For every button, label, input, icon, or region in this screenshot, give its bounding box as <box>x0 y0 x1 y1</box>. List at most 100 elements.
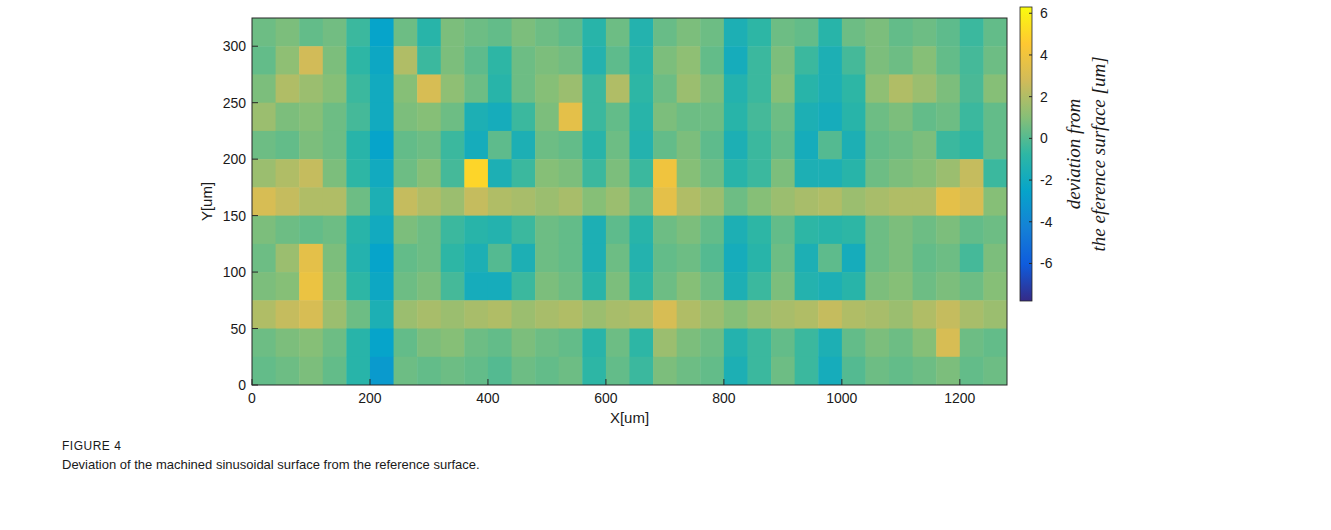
cell <box>747 18 771 47</box>
cell <box>747 74 771 103</box>
cell <box>842 131 866 160</box>
cell <box>535 131 559 160</box>
cell <box>394 357 418 385</box>
cell <box>276 272 300 301</box>
cell <box>700 131 724 160</box>
cell <box>677 103 701 132</box>
cell <box>582 18 606 47</box>
cell <box>700 300 724 329</box>
cell <box>960 329 984 358</box>
cell <box>983 159 1007 188</box>
cell <box>630 159 654 188</box>
cell <box>677 159 701 188</box>
cell <box>960 131 984 160</box>
cell <box>464 329 488 358</box>
cell <box>441 46 465 75</box>
colorbar-tick <box>1029 263 1032 264</box>
cell <box>276 300 300 329</box>
cell <box>700 18 724 47</box>
cell <box>370 18 394 47</box>
cell <box>771 187 795 216</box>
cell <box>464 187 488 216</box>
cell <box>276 216 300 245</box>
cell <box>582 46 606 75</box>
cell <box>842 74 866 103</box>
cell <box>913 74 937 103</box>
cell <box>417 46 441 75</box>
cell <box>936 272 960 301</box>
cell <box>559 159 583 188</box>
colorbar-tick-label: 4 <box>1040 47 1048 63</box>
cell <box>252 216 276 245</box>
cell <box>700 187 724 216</box>
cell <box>559 74 583 103</box>
cell <box>842 103 866 132</box>
cell <box>299 131 323 160</box>
cell <box>464 272 488 301</box>
cell <box>582 272 606 301</box>
cell <box>488 272 512 301</box>
x-tick-label: 800 <box>712 390 736 406</box>
cell <box>323 103 347 132</box>
cell <box>323 46 347 75</box>
cell <box>818 272 842 301</box>
cell <box>936 131 960 160</box>
cell <box>346 18 370 47</box>
cell <box>464 357 488 385</box>
cell <box>630 103 654 132</box>
cell <box>559 300 583 329</box>
y-tick-label: 150 <box>223 208 247 224</box>
cell <box>913 131 937 160</box>
cell <box>512 329 536 358</box>
cell <box>960 46 984 75</box>
cell <box>346 74 370 103</box>
x-tick <box>841 379 842 385</box>
cell <box>889 272 913 301</box>
cell <box>488 159 512 188</box>
cell <box>606 187 630 216</box>
cell <box>464 131 488 160</box>
cell <box>842 272 866 301</box>
colorbar <box>1020 7 1032 301</box>
cell <box>795 272 819 301</box>
cell <box>747 244 771 273</box>
cell <box>346 272 370 301</box>
y-tick <box>252 215 258 216</box>
cell <box>370 216 394 245</box>
cell <box>464 103 488 132</box>
cell <box>865 329 889 358</box>
cell <box>677 187 701 216</box>
cell <box>889 216 913 245</box>
cell <box>512 300 536 329</box>
cell <box>842 244 866 273</box>
x-tick <box>369 379 370 385</box>
cell <box>370 46 394 75</box>
cell <box>865 357 889 385</box>
cell <box>913 187 937 216</box>
cell <box>889 103 913 132</box>
cell <box>889 46 913 75</box>
cell <box>299 272 323 301</box>
cell <box>512 244 536 273</box>
cell <box>535 216 559 245</box>
cell <box>370 187 394 216</box>
cell <box>370 329 394 358</box>
cell <box>653 216 677 245</box>
cell <box>865 272 889 301</box>
cell <box>512 18 536 47</box>
cell <box>370 159 394 188</box>
cell <box>818 300 842 329</box>
cell <box>346 46 370 75</box>
x-tick <box>959 379 960 385</box>
cell <box>936 357 960 385</box>
colorbar-title: deviation from <box>1063 99 1084 210</box>
cell <box>346 329 370 358</box>
cell <box>299 103 323 132</box>
cell <box>653 74 677 103</box>
cell <box>795 244 819 273</box>
cell <box>299 244 323 273</box>
cell <box>559 272 583 301</box>
cell <box>724 187 748 216</box>
cell <box>370 357 394 385</box>
cell <box>913 357 937 385</box>
